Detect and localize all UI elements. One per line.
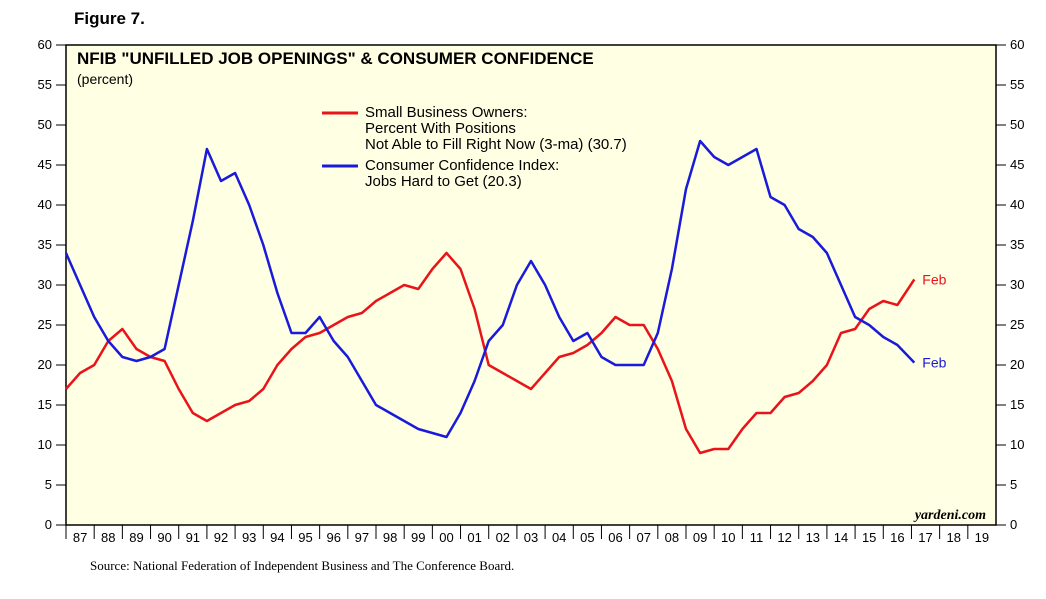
x-tick-label: 95 (298, 530, 312, 545)
y-tick-label-right: 45 (1010, 157, 1024, 172)
x-tick-label: 09 (693, 530, 707, 545)
y-tick-label-right: 30 (1010, 277, 1024, 292)
y-tick-label: 25 (38, 317, 52, 332)
y-tick-label: 5 (45, 477, 52, 492)
chart-subtitle: (percent) (77, 71, 133, 87)
x-tick-label: 92 (214, 530, 228, 545)
x-tick-label: 03 (524, 530, 538, 545)
x-tick-label: 94 (270, 530, 284, 545)
x-tick-label: 17 (918, 530, 932, 545)
y-tick-label-right: 55 (1010, 77, 1024, 92)
data-line (65, 251, 916, 455)
figure-label: Figure 7. (74, 9, 145, 28)
x-tick-label: 99 (411, 530, 425, 545)
y-tick-label-right: 40 (1010, 197, 1024, 212)
x-tick-label: 02 (496, 530, 510, 545)
y-tick-label-right: 15 (1010, 397, 1024, 412)
y-tick-label-right: 5 (1010, 477, 1017, 492)
x-tick-label: 14 (834, 530, 848, 545)
x-tick-label: 04 (552, 530, 566, 545)
y-tick-label: 10 (38, 437, 52, 452)
x-tick-label: 06 (608, 530, 622, 545)
y-tick-label-right: 10 (1010, 437, 1024, 452)
x-tick-label: 93 (242, 530, 256, 545)
x-tick-label: 07 (636, 530, 650, 545)
y-tick-label: 40 (38, 197, 52, 212)
chart-title: NFIB "UNFILLED JOB OPENINGS" & CONSUMER … (77, 49, 594, 68)
y-tick-label: 30 (38, 277, 52, 292)
y-tick-label: 60 (38, 37, 52, 52)
y-tick-label: 20 (38, 357, 52, 372)
y-tick-label: 50 (38, 117, 52, 132)
x-tick-label: 97 (355, 530, 369, 545)
x-tick-label: 13 (806, 530, 820, 545)
y-tick-label: 15 (38, 397, 52, 412)
x-tick-label: 12 (777, 530, 791, 545)
y-tick-label: 55 (38, 77, 52, 92)
data-line (64, 139, 916, 439)
legend-label: Small Business Owners: Percent With Posi… (365, 104, 627, 153)
x-tick-label: 18 (946, 530, 960, 545)
x-tick-label: 05 (580, 530, 594, 545)
x-tick-label: 10 (721, 530, 735, 545)
y-tick-label-right: 60 (1010, 37, 1024, 52)
y-tick-label: 45 (38, 157, 52, 172)
end-label: Feb (922, 271, 946, 287)
x-tick-label: 90 (157, 530, 171, 545)
y-tick-label-right: 20 (1010, 357, 1024, 372)
y-tick-label: 0 (45, 517, 52, 532)
y-tick-label-right: 0 (1010, 517, 1017, 532)
x-tick-label: 00 (439, 530, 453, 545)
x-tick-label: 98 (383, 530, 397, 545)
x-tick-label: 19 (975, 530, 989, 545)
y-tick-label-right: 25 (1010, 317, 1024, 332)
source: Source: National Federation of Independe… (90, 558, 514, 573)
x-tick-label: 91 (186, 530, 200, 545)
y-tick-label-right: 35 (1010, 237, 1024, 252)
x-tick-label: 11 (750, 530, 764, 545)
y-tick-label: 35 (38, 237, 52, 252)
x-tick-label: 08 (665, 530, 679, 545)
x-tick-label: 16 (890, 530, 904, 545)
x-tick-label: 89 (129, 530, 143, 545)
x-tick-label: 96 (326, 530, 340, 545)
watermark: yardeni.com (913, 508, 986, 523)
x-tick-label: 87 (73, 530, 87, 545)
y-tick-label-right: 50 (1010, 117, 1024, 132)
x-tick-label: 15 (862, 530, 876, 545)
end-label: Feb (922, 355, 946, 371)
x-tick-label: 01 (467, 530, 481, 545)
legend-label: Consumer Confidence Index: Jobs Hard to … (365, 157, 560, 190)
x-tick-label: 88 (101, 530, 115, 545)
